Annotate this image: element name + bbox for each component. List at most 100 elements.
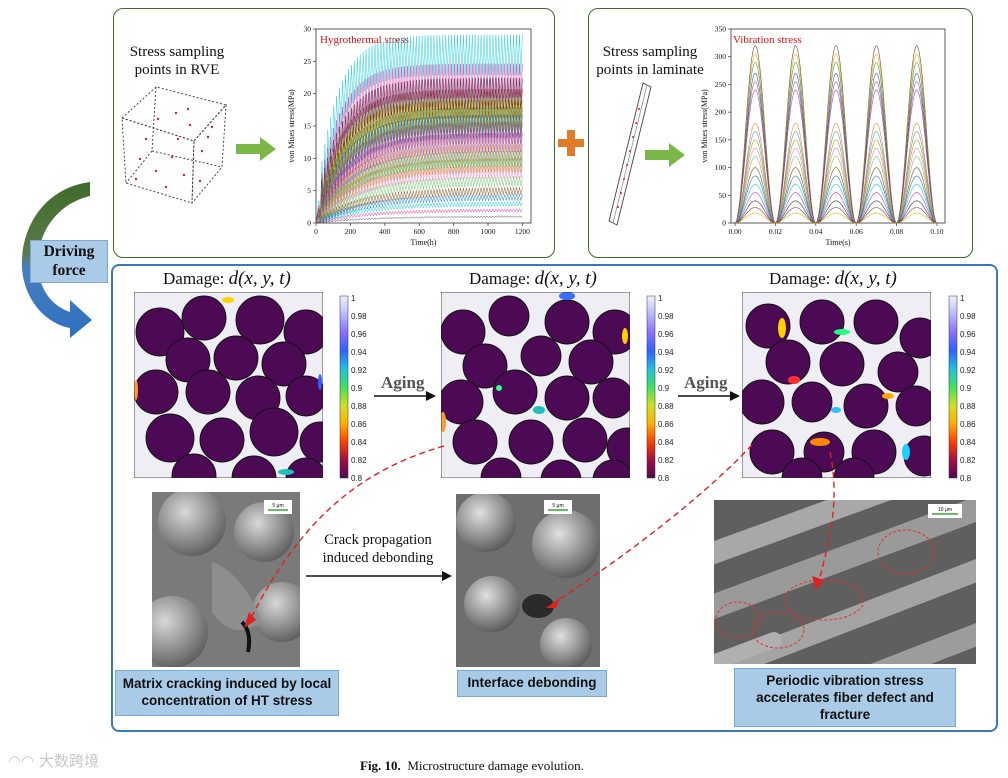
hygro-xtick-6: 1200 — [515, 227, 530, 236]
fiber-7 — [441, 379, 484, 425]
fiber-16 — [833, 457, 875, 478]
matrix-cracking-label: Matrix cracking induced by local concent… — [115, 670, 339, 716]
vib-xtick-1: 0.02 — [769, 227, 782, 236]
damage-map-vibration — [742, 292, 931, 478]
colorbar-1-bar — [339, 295, 349, 479]
colorbar-3-tick-2: 0.96 — [960, 330, 976, 339]
colorbar-3-tick-9: 0.82 — [960, 456, 976, 465]
damage-spot-6 — [831, 407, 841, 413]
damage-spot-2 — [441, 412, 446, 432]
hygro-series-18 — [315, 215, 523, 224]
colorbar-1-tick-5: 0.9 — [351, 384, 363, 393]
fiber-1 — [488, 295, 530, 337]
vib-series-8 — [734, 139, 938, 224]
colorbar-2-tick-0: 1 — [658, 294, 663, 303]
vib-ytick-1: 50 — [719, 191, 727, 200]
crack-propagation-label: Crack propagation induced debonding — [322, 532, 434, 566]
hygro-ytick-6: 30 — [304, 25, 312, 34]
colorbar-3-bar — [948, 295, 958, 479]
hygro-series-16 — [315, 200, 523, 224]
fiber-11 — [145, 413, 195, 463]
hygro-series-17 — [315, 208, 523, 224]
aging-arrow-1-icon — [374, 391, 436, 401]
colorbar-1-tick-9: 0.82 — [351, 456, 367, 465]
fiber-13 — [249, 407, 299, 457]
fiber-7 — [742, 379, 785, 425]
fiber-5 — [819, 341, 865, 387]
green-arrow-right-icon — [236, 137, 276, 161]
damage-spot-3 — [788, 376, 800, 384]
colorbar-3-tick-6: 0.88 — [960, 402, 976, 411]
driving-force-curved-arrow-icon — [21, 182, 92, 338]
hygro-series-13 — [315, 176, 523, 224]
hygro-series-12 — [315, 165, 523, 224]
colorbar-3-tick-8: 0.84 — [960, 438, 976, 447]
damage-spot-0 — [134, 380, 138, 400]
damage-spot-4 — [622, 328, 628, 344]
colorbar-2-bar — [646, 295, 656, 479]
colorbar-2-tick-8: 0.84 — [658, 438, 674, 447]
vib-ytick-3: 150 — [715, 135, 727, 144]
vib-xlabel: Time(s) — [825, 238, 850, 247]
watermark-text: 大数跨境 — [38, 752, 99, 770]
sem-scale-1: 5 μm — [272, 503, 283, 509]
hygro-series-10 — [315, 150, 523, 224]
fiber-4 — [765, 339, 811, 385]
vib-ytick-7: 350 — [715, 25, 727, 34]
interface-debonding-label: Interface debonding — [457, 670, 607, 697]
damage-spot-0 — [810, 438, 830, 446]
fiber-15 — [480, 457, 522, 478]
fiber-10 — [592, 377, 630, 419]
fiber-6 — [568, 339, 614, 385]
hygro-series-5 — [315, 107, 523, 224]
fiber-0 — [745, 303, 791, 349]
hygro-xtick-3: 600 — [414, 227, 426, 236]
colorbar-1-tick-1: 0.98 — [351, 312, 367, 321]
fiber-15 — [171, 453, 217, 478]
fiber-8 — [492, 369, 538, 415]
fiber-11 — [452, 419, 498, 465]
colorbar-1: 1 0.98 0.96 0.94 0.92 0.9 0.88 0.86 0.84 0.82 0.8 — [339, 294, 367, 482]
fiber-15 — [781, 457, 823, 478]
vib-series-16 — [734, 207, 937, 224]
hygro-xtick-0: 0 — [314, 227, 318, 236]
fiber-9 — [843, 383, 889, 429]
watermark-logo: ◠◠ 大数跨境 — [8, 750, 99, 771]
vib-series-15 — [734, 200, 937, 224]
fiber-1 — [181, 295, 227, 341]
colorbar-1-tick-4: 0.92 — [351, 366, 367, 375]
colorbar-2-tick-9: 0.82 — [658, 456, 674, 465]
fiber-12 — [199, 417, 245, 463]
colorbar-3: 1 0.98 0.96 0.94 0.92 0.9 0.88 0.86 0.84 0.82 0.8 — [948, 294, 976, 482]
colorbar-3-tick-10: 0.8 — [960, 474, 972, 482]
hygro-ytick-5: 25 — [304, 57, 312, 66]
vibration-stress-chart: Vibration stress 0 50 100 150 200 250 300 350 0.0… — [700, 25, 946, 247]
fiber-10 — [895, 385, 931, 427]
damage-title-2: Damage: d(x, y, t) — [469, 268, 597, 289]
hygro-ylabel: von Mises stress(MPa) — [287, 89, 296, 163]
rve-sampling-label: Stress sampling points in RVE — [129, 44, 225, 78]
vib-series-10 — [734, 156, 937, 224]
hygro-series-3 — [315, 89, 523, 224]
hygro-ytick-4: 20 — [304, 89, 312, 98]
fiber-4 — [462, 343, 508, 389]
damage-spot-1 — [533, 406, 545, 414]
hygro-series-8 — [315, 132, 523, 224]
fiber-5 — [520, 335, 562, 377]
colorbar-1-tick-2: 0.96 — [351, 330, 367, 339]
damage-map-initial — [134, 292, 323, 478]
fiber-10 — [285, 375, 323, 417]
vib-series-11 — [734, 167, 937, 224]
colorbar-1-tick-0: 1 — [351, 294, 356, 303]
sem-scale-3: 10 μm — [938, 507, 952, 513]
damage-spot-3 — [222, 297, 234, 303]
colorbar-3-tick-5: 0.9 — [960, 384, 972, 393]
sem-scale-2: 5 μm — [552, 503, 563, 509]
colorbar-2-tick-6: 0.88 — [658, 402, 674, 411]
colorbar-2-tick-3: 0.94 — [658, 348, 674, 357]
aging-label-2: Aging — [684, 373, 728, 392]
vib-ytick-4: 200 — [715, 108, 727, 117]
hygro-series-2 — [315, 78, 523, 224]
sem-image-matrix-cracking: 5 μm — [152, 492, 300, 667]
fiber-3 — [283, 309, 323, 355]
